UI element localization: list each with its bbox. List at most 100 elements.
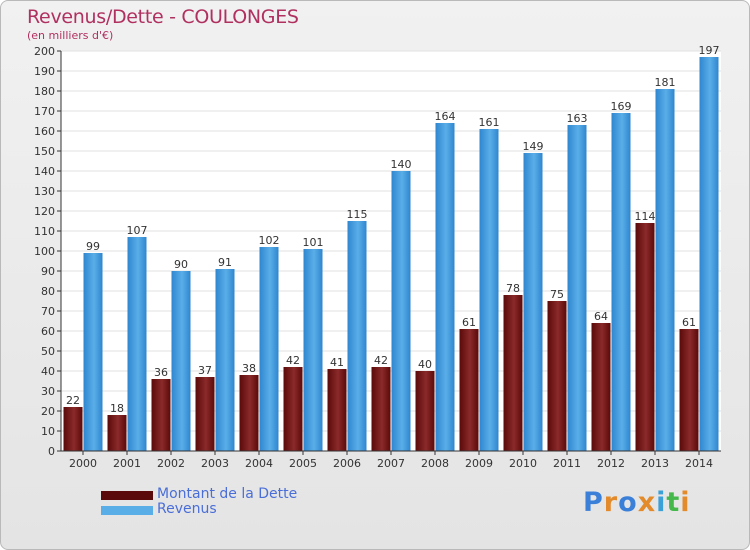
x-tick-label: 2001 — [113, 457, 141, 470]
bar-debt — [107, 415, 127, 451]
bar-revenue — [435, 123, 455, 451]
value-label-revenue: 90 — [174, 258, 188, 271]
value-label-debt: 38 — [242, 362, 256, 375]
axes: 0 10 20 30 40 50 60 70 80 90 100 110 120 130 140 150 160… — [34, 45, 721, 470]
y-tick-label: 120 — [34, 205, 55, 218]
y-tick-label: 150 — [34, 145, 55, 158]
y-tick-label: 90 — [41, 265, 55, 278]
x-tick-label: 2014 — [685, 457, 713, 470]
x-tick-label: 2004 — [245, 457, 273, 470]
bar-debt — [679, 329, 699, 451]
value-label-debt: 75 — [550, 288, 564, 301]
value-label-debt: 36 — [154, 366, 168, 379]
bar-revenue — [127, 237, 147, 451]
bar-revenue — [391, 171, 411, 451]
bar-debt — [459, 329, 479, 451]
y-tick-label: 60 — [41, 325, 55, 338]
y-tick-label: 70 — [41, 305, 55, 318]
brand-letter: P — [583, 487, 604, 518]
x-tick-label: 2012 — [597, 457, 625, 470]
value-label-revenue: 107 — [127, 224, 148, 237]
value-label-debt: 22 — [66, 394, 80, 407]
bar-debt — [327, 369, 347, 451]
bar-revenue — [567, 125, 587, 451]
x-tick-label: 2008 — [421, 457, 449, 470]
legend-swatch-debt — [101, 491, 153, 500]
bar-debt — [371, 367, 391, 451]
bar-revenue — [171, 271, 191, 451]
value-label-debt: 42 — [374, 354, 388, 367]
x-tick-label: 2007 — [377, 457, 405, 470]
grid-lines — [61, 50, 721, 451]
bar-debt — [635, 223, 655, 451]
y-tick-label: 190 — [34, 65, 55, 78]
bar-debt — [415, 371, 435, 451]
x-tick-label: 2011 — [553, 457, 581, 470]
legend-label-debt: Montant de la Dette — [157, 486, 298, 502]
brand-letter: i — [680, 487, 691, 518]
y-tick-label: 160 — [34, 125, 55, 138]
value-labels: 22 99 18 107 36 90 37 91 38 102 42 101 41 115 42 140 40 1… — [66, 44, 720, 415]
x-tick-label: 2010 — [509, 457, 537, 470]
x-tick-label: 2005 — [289, 457, 317, 470]
y-tick-label: 100 — [34, 245, 55, 258]
brand-letter: o — [618, 487, 638, 518]
value-label-debt: 42 — [286, 354, 300, 367]
y-tick-label: 20 — [41, 405, 55, 418]
y-tick-label: 10 — [41, 425, 55, 438]
brand-letter: t — [666, 487, 681, 518]
value-label-revenue: 102 — [259, 234, 280, 247]
y-tick-label: 130 — [34, 185, 55, 198]
y-tick-label: 50 — [41, 345, 55, 358]
value-label-revenue: 164 — [435, 110, 456, 123]
bar-revenue — [611, 113, 631, 451]
value-label-debt: 18 — [110, 402, 124, 415]
bar-debt — [195, 377, 215, 451]
value-label-debt: 41 — [330, 356, 344, 369]
brand-letter: i — [656, 487, 667, 518]
value-label-revenue: 163 — [567, 112, 588, 125]
value-label-revenue: 197 — [699, 44, 720, 57]
value-label-debt: 40 — [418, 358, 432, 371]
bar-revenue — [259, 247, 279, 451]
x-tick-label: 2000 — [69, 457, 97, 470]
bar-debt — [283, 367, 303, 451]
y-tick-label: 110 — [34, 225, 55, 238]
bar-revenue — [303, 249, 323, 451]
x-tick-label: 2002 — [157, 457, 185, 470]
y-tick-label: 30 — [41, 385, 55, 398]
bar-revenue — [655, 89, 675, 451]
legend-swatch-revenue — [101, 506, 153, 515]
x-tick-label: 2009 — [465, 457, 493, 470]
proxiti-logo[interactable]: Proxiti — [583, 487, 691, 518]
value-label-revenue: 181 — [655, 76, 676, 89]
value-label-revenue: 115 — [347, 208, 368, 221]
y-tick-label: 180 — [34, 85, 55, 98]
bar-revenue — [83, 253, 103, 451]
value-label-debt: 61 — [682, 316, 696, 329]
y-tick-label: 170 — [34, 105, 55, 118]
bar-debt — [63, 407, 83, 451]
value-label-revenue: 101 — [303, 236, 324, 249]
bar-revenue — [479, 129, 499, 451]
value-label-debt: 64 — [594, 310, 608, 323]
bar-revenue — [347, 221, 367, 451]
value-label-revenue: 169 — [611, 100, 632, 113]
brand-letter: x — [637, 487, 657, 518]
y-tick-label: 40 — [41, 365, 55, 378]
legend-label-revenue: Revenus — [157, 501, 217, 517]
x-tick-label: 2003 — [201, 457, 229, 470]
value-label-revenue: 149 — [523, 140, 544, 153]
value-label-debt: 61 — [462, 316, 476, 329]
bar-debt — [239, 375, 259, 451]
bar-debt — [591, 323, 611, 451]
y-tick-label: 140 — [34, 165, 55, 178]
value-label-revenue: 99 — [86, 240, 100, 253]
bar-revenue — [699, 57, 719, 451]
y-tick-label: 0 — [48, 445, 55, 458]
bars — [63, 57, 719, 451]
x-tick-label: 2006 — [333, 457, 361, 470]
value-label-debt: 114 — [635, 210, 656, 223]
